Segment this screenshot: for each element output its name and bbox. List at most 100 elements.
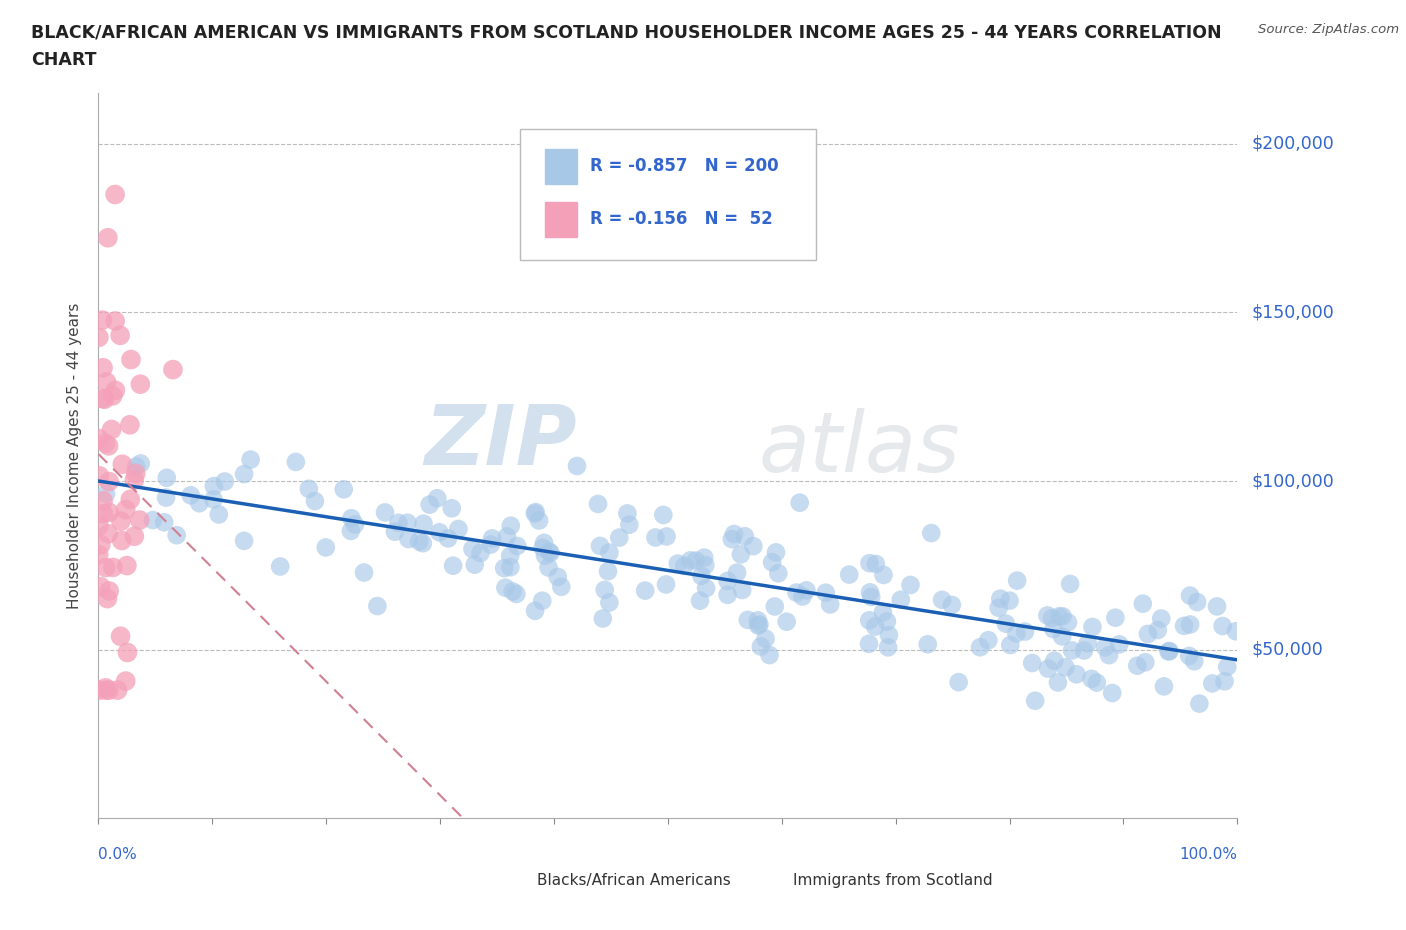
Point (1225, 624, 1247, 639)
Point (731, 582, 754, 597)
Point (464, 557, 486, 572)
Point (1000, 638, 1022, 653)
Point (156, 471, 179, 485)
Text: $50,000: $50,000 (1251, 641, 1323, 658)
Point (634, 583, 657, 598)
Point (1132, 596, 1154, 611)
Point (725, 565, 748, 580)
Point (155, 490, 177, 505)
Point (858, 613, 880, 628)
Point (644, 530, 666, 545)
Point (87, 432, 110, 446)
Point (94, 560, 117, 575)
Point (340, 524, 363, 538)
Text: $100,000: $100,000 (1251, 472, 1334, 490)
Text: $150,000: $150,000 (1251, 303, 1334, 321)
Point (607, 530, 630, 545)
Point (890, 592, 912, 607)
Point (987, 601, 1010, 616)
Point (91, 506, 114, 521)
Point (98, 505, 121, 520)
Point (101, 389, 124, 404)
Point (104, 187, 127, 202)
Point (89, 683, 111, 698)
Point (87, 547, 110, 562)
Point (1136, 627, 1159, 642)
Point (298, 482, 321, 497)
Point (730, 547, 752, 562)
Text: R = -0.156   N =  52: R = -0.156 N = 52 (591, 210, 773, 228)
Point (366, 599, 388, 614)
Point (977, 632, 1000, 647)
Text: $200,000: $200,000 (1251, 135, 1334, 153)
Point (1014, 624, 1036, 639)
Point (1178, 618, 1201, 632)
Point (427, 525, 450, 539)
Point (202, 479, 225, 494)
Point (1150, 611, 1173, 626)
Point (1108, 637, 1130, 652)
Point (208, 507, 231, 522)
Point (876, 614, 898, 629)
Point (749, 639, 772, 654)
Point (166, 528, 188, 543)
Point (304, 494, 326, 509)
Point (1005, 626, 1028, 641)
Point (96, 591, 118, 606)
Point (1080, 671, 1102, 686)
Point (426, 491, 449, 506)
Point (941, 597, 963, 612)
Point (1153, 679, 1175, 694)
Point (419, 498, 441, 512)
Point (838, 567, 860, 582)
Point (494, 580, 516, 595)
Point (596, 564, 619, 578)
Point (1054, 660, 1077, 675)
Point (931, 592, 953, 607)
Point (948, 675, 970, 690)
Point (384, 525, 406, 539)
Point (96, 375, 118, 390)
Point (666, 556, 689, 571)
Point (1077, 636, 1099, 651)
Point (94, 436, 117, 451)
Point (110, 513, 132, 528)
Point (437, 531, 460, 546)
Point (104, 313, 127, 328)
Point (814, 585, 837, 600)
FancyBboxPatch shape (546, 149, 576, 184)
Point (1073, 644, 1095, 658)
Point (87, 330, 110, 345)
Point (1021, 656, 1043, 671)
Point (129, 377, 152, 392)
Point (1052, 609, 1074, 624)
Point (754, 631, 776, 646)
Point (1057, 615, 1080, 630)
Point (877, 640, 900, 655)
Point (502, 584, 524, 599)
Point (685, 553, 707, 568)
Point (1212, 618, 1234, 633)
Point (1104, 610, 1126, 625)
Point (440, 501, 463, 516)
Point (1024, 693, 1046, 708)
Point (505, 587, 527, 602)
Point (110, 629, 132, 644)
Point (91, 312, 114, 327)
Point (1159, 644, 1181, 658)
Point (1036, 608, 1059, 623)
Point (87, 519, 110, 534)
Point (1046, 675, 1069, 690)
Point (796, 583, 818, 598)
Point (721, 532, 744, 547)
Text: 100.0%: 100.0% (1180, 847, 1237, 862)
Point (1005, 573, 1028, 588)
Point (1047, 609, 1070, 624)
Point (412, 516, 434, 531)
Point (768, 565, 790, 580)
Point (461, 541, 484, 556)
Point (1050, 629, 1073, 644)
Point (673, 558, 696, 573)
Point (124, 472, 146, 487)
Point (1094, 640, 1116, 655)
